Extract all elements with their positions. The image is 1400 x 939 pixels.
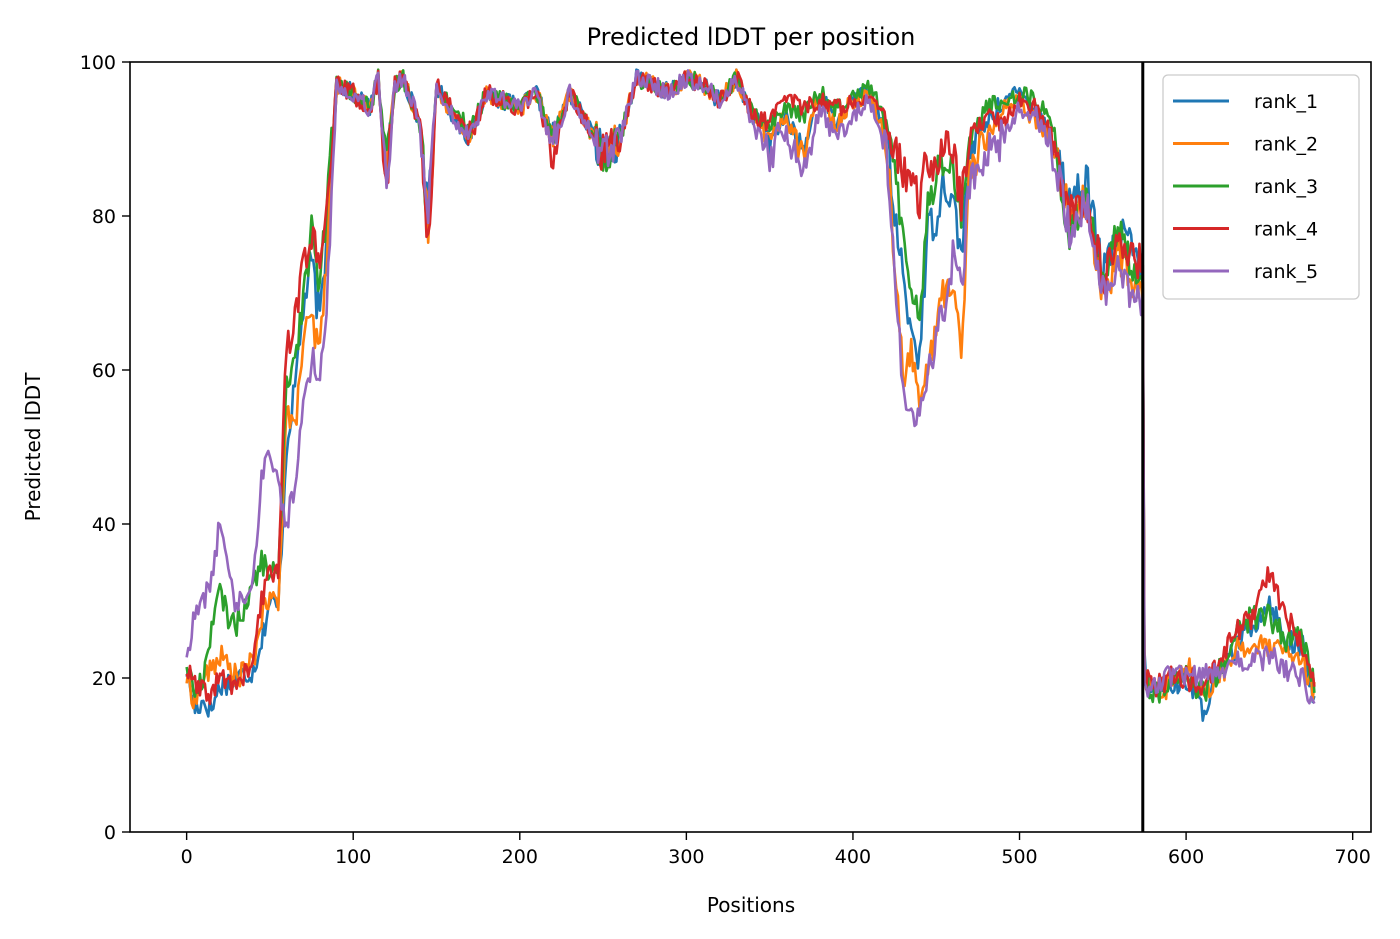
x-tick-label: 700 [1335,846,1371,868]
plot-frame [129,61,1372,833]
y-tick-label: 20 [92,668,116,690]
y-tick-label: 60 [92,360,116,382]
y-tick-label: 80 [92,206,116,228]
x-tick-label: 0 [181,846,193,868]
x-tick-label: 200 [502,846,538,868]
y-axis: 0 20 40 60 80 100 [80,52,130,844]
y-tick-label: 100 [80,52,116,74]
series-layer [185,68,1316,723]
x-axis: 0 100 200 300 400 500 600 700 [181,832,1371,868]
y-tick-label: 40 [92,514,116,536]
legend: rank_1 rank_2 rank_3 rank_4 rank_5 [1162,74,1360,300]
legend-box [1162,74,1360,300]
x-tick-label: 300 [668,846,704,868]
x-tick-label: 500 [1001,846,1037,868]
x-tick-label: 400 [835,846,871,868]
chart-title: Predicted lDDT per position [587,23,916,51]
legend-label-rank_4: rank_4 [1254,219,1318,241]
legend-label-rank_3: rank_3 [1254,176,1318,198]
x-axis-label: Positions [707,893,795,917]
legend-label-rank_2: rank_2 [1254,134,1318,156]
x-tick-label: 600 [1168,846,1204,868]
legend-label-rank_5: rank_5 [1254,261,1318,283]
x-tick-label: 100 [335,846,371,868]
legend-label-rank_1: rank_1 [1254,91,1318,113]
y-tick-label: 0 [104,822,116,844]
series-line-rank_5 [185,69,1316,705]
y-axis-label: Predicted lDDT [21,372,45,522]
